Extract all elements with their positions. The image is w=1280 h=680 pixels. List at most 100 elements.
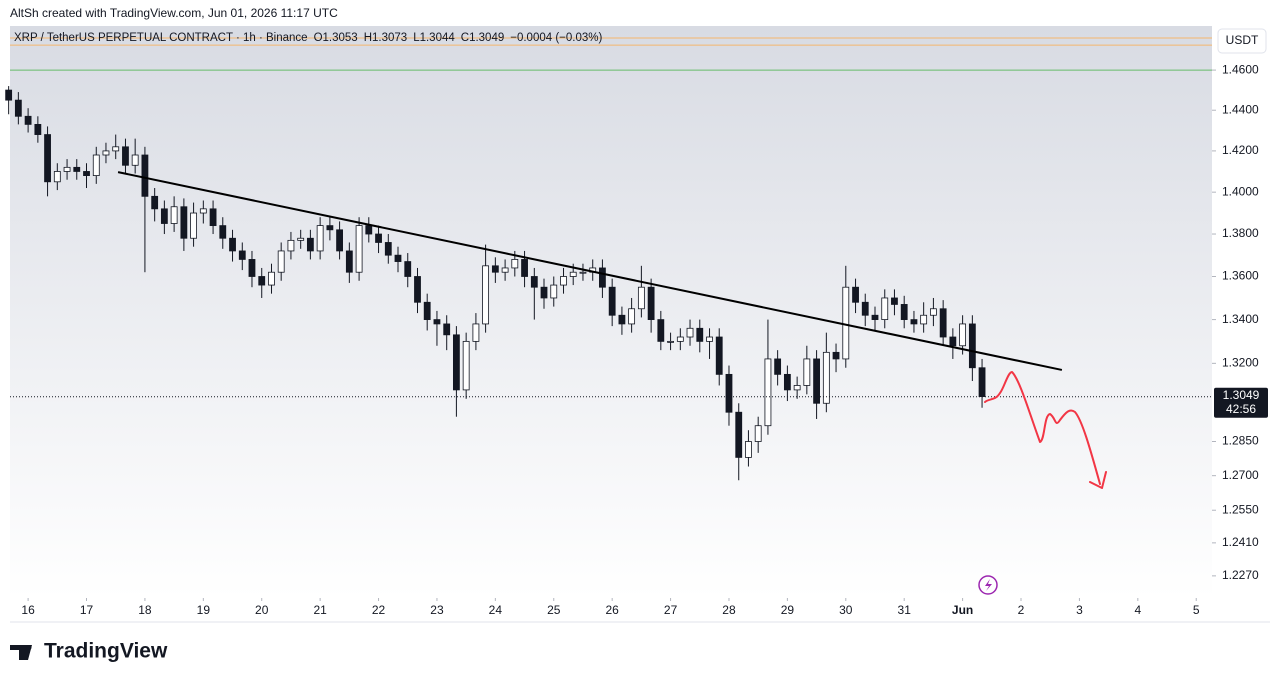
candle-body [277,250,285,273]
ohlc-value: O1.3053 [313,32,358,44]
x-tick-label: Jun [952,603,973,617]
candle-body [939,308,947,338]
x-tick-label: 30 [839,603,853,617]
y-tick-label: 1.3400 [1222,312,1259,326]
candle-body [472,323,480,342]
y-tick-label: 1.2850 [1222,434,1259,448]
candle-body [83,171,90,176]
candle-body [637,286,645,310]
candle-body [443,323,451,336]
candle-body [248,259,256,277]
candle-body [482,265,490,325]
countdown: 42:56 [1226,402,1256,416]
candle-body [793,385,801,391]
candle-body [297,237,305,241]
candle-body [745,441,752,458]
candle-body [929,308,937,316]
candle-body [540,286,548,299]
symbol-title: XRP / TetherUS PERPETUAL CONTRACT · 1h ·… [14,32,308,44]
x-tick-label: 28 [722,603,736,617]
candle-body [423,301,431,320]
candle-body [92,154,100,176]
candle-body [238,250,246,260]
event-icon[interactable] [978,575,998,595]
x-tick-label: 4 [1134,603,1141,617]
candle-body [813,358,820,404]
candle-body [199,208,207,214]
candle-body [268,271,275,286]
candle-body [258,276,266,286]
candle-body [599,267,606,288]
candle-body [822,351,830,404]
candle-body [764,358,772,427]
x-tick-label: 21 [313,603,327,617]
candle-body [452,334,460,391]
y-tick-label: 1.4200 [1222,143,1259,157]
candle-body [647,286,655,320]
x-tick-label: 17 [80,603,94,617]
x-tick-label: 25 [547,603,561,617]
candle-body [112,146,120,152]
brand-logo [10,645,32,660]
candle-body [842,286,850,360]
candle-body [24,115,32,125]
candle-body [978,367,986,397]
candle-body [63,166,71,172]
y-tick-label: 1.4600 [1222,62,1259,76]
y-tick-label: 1.3600 [1222,269,1259,283]
candle-body [345,250,353,273]
x-tick-label: 22 [372,603,386,617]
ohlc-value: L1.3044 [413,32,455,44]
candle-body [501,267,509,273]
x-tick-label: 16 [21,603,35,617]
candle-body [433,319,441,325]
x-tick-label: 3 [1076,603,1083,617]
candle-body [832,351,840,360]
candle-body [686,327,694,338]
candle-body [160,208,168,224]
candle-body [326,225,334,231]
x-tick-label: 5 [1193,603,1200,617]
candle-body [696,327,704,342]
candle-body [628,308,636,325]
candle-body [920,314,928,325]
x-tick-label: 26 [605,603,619,617]
x-tick-label: 20 [255,603,269,617]
candle-body [414,276,421,303]
x-tick-label: 2 [1018,603,1025,617]
y-tick-label: 1.4000 [1222,184,1259,198]
price-badge-label: 1.3049 [1223,388,1260,402]
event-icon-bolt [985,579,992,591]
candle-body [861,301,869,316]
candle-body [560,276,567,286]
candle-body [5,89,13,101]
candle-body [725,373,733,413]
candle-body [852,286,859,303]
x-tick-label: 24 [489,603,503,617]
candle-body [550,284,558,299]
y-tick-label: 1.2270 [1222,568,1259,582]
candle-body [735,411,743,458]
ohlc-value: H1.3073 [363,32,408,44]
candle-body [355,225,363,273]
marks [5,37,1212,481]
candle-body [73,166,81,172]
candle-body [959,323,967,347]
candle-body [14,99,22,117]
y-tick-label: 1.4400 [1222,102,1259,116]
candle-body [122,146,129,166]
x-tick-label: 29 [781,603,795,617]
candle-body [618,314,626,325]
candle-body [375,233,382,243]
forecast-drawing [984,371,1107,489]
candle-body [384,242,392,256]
candle-body [491,265,499,273]
currency-button[interactable] [1217,28,1267,54]
brand-name: TradingView [44,640,168,663]
candle-body [754,425,762,442]
candle-body [521,259,528,277]
candle-body [287,239,295,252]
candle-body [141,154,149,197]
candle-body [900,304,908,320]
candle-body [102,150,110,156]
